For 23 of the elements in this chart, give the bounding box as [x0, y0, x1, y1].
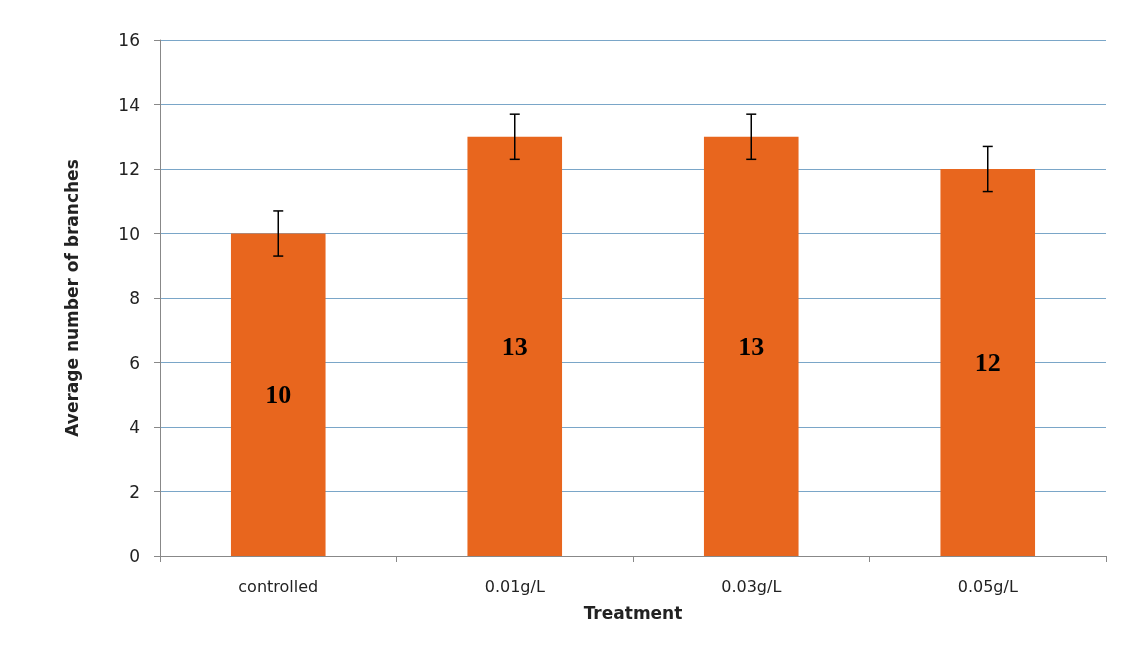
x-tick-label: controlled	[238, 576, 319, 596]
x-tick-label: 0.01g/L	[484, 576, 545, 596]
y-tick-label: 14	[118, 94, 140, 115]
data-label: 13	[738, 331, 765, 361]
y-tick-label: 6	[129, 352, 140, 373]
bar	[703, 136, 799, 556]
data-label: 12	[974, 348, 1001, 377]
x-axis-title: Treatment	[583, 602, 683, 623]
x-tick-label: 0.03g/L	[721, 576, 782, 596]
bar	[230, 233, 326, 556]
y-tick-label: 0	[129, 546, 140, 566]
y-axis-title: Average number of branches	[61, 159, 82, 437]
y-tick-label: 12	[118, 159, 140, 179]
x-tick-label: 0.05g/L	[957, 576, 1018, 596]
data-label: 10	[265, 380, 292, 410]
bar	[467, 136, 563, 556]
y-tick-label: 4	[129, 417, 140, 437]
y-tick-label: 10	[118, 223, 140, 244]
y-tick-label: 16	[118, 30, 140, 50]
y-tick-label: 8	[129, 288, 140, 308]
bar	[940, 169, 1036, 556]
y-tick-label: 2	[129, 481, 140, 502]
data-label: 13	[501, 331, 528, 361]
